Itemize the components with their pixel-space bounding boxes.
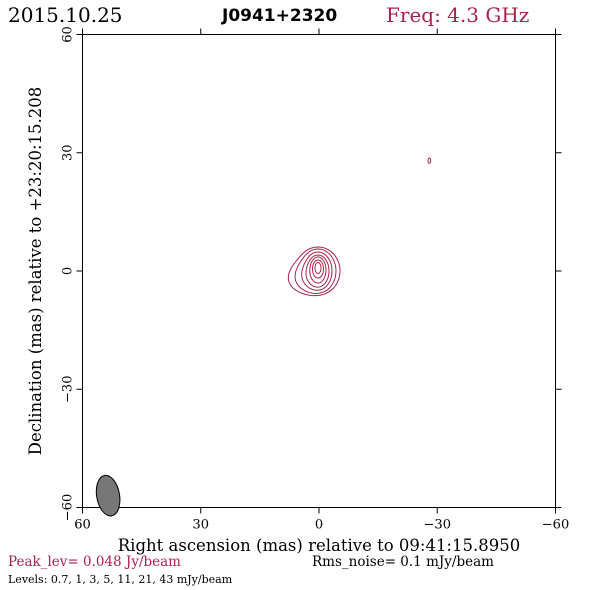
x-tick-label: −30 <box>424 518 451 533</box>
y-axis-label: Declination (mas) relative to +23:20:15.… <box>26 87 45 456</box>
contour-level-7 <box>314 262 322 274</box>
peak-level: Peak_lev= 0.048 Jy/beam <box>8 554 181 570</box>
contour-level-2 <box>294 248 337 295</box>
frequency-label: Freq: 4.3 GHz <box>386 3 529 27</box>
x-tick-label: 0 <box>315 518 323 533</box>
contour-level-6 <box>312 259 324 279</box>
x-tick-labels: 60 30 0 −30 −60 <box>74 518 569 533</box>
beam-group <box>95 474 121 517</box>
x-tick-label: −60 <box>542 518 569 533</box>
x-tick-label: 60 <box>74 518 91 533</box>
beam-ellipse <box>95 474 121 517</box>
contour-group <box>287 157 432 297</box>
y-tick-label: −30 <box>61 376 76 403</box>
contour-level-4 <box>305 254 330 288</box>
y-tick-label: 0 <box>61 267 76 275</box>
y-tick-label: 30 <box>61 144 76 161</box>
secondary-contour <box>427 157 432 164</box>
axis-ticks <box>76 28 562 514</box>
observation-date: 2015.10.25 <box>8 3 123 27</box>
source-name: J0941+2320 <box>221 6 337 26</box>
y-tick-label: 60 <box>61 26 76 43</box>
x-axis-label: Right ascension (mas) relative to 09:41:… <box>118 536 520 555</box>
plot-frame <box>82 34 556 508</box>
y-tick-label: −60 <box>61 494 76 521</box>
contour-level-1 <box>287 246 341 297</box>
contour-level-3 <box>301 251 333 291</box>
contour-levels: Levels: 0.7, 1, 3, 5, 11, 21, 43 mJy/bea… <box>8 573 233 586</box>
x-tick-label: 30 <box>192 518 209 533</box>
rms-noise: Rms_noise= 0.1 mJy/beam <box>312 554 494 570</box>
contour-level-5 <box>309 256 327 284</box>
y-tick-labels: 60 30 0 −30 −60 <box>61 26 76 521</box>
